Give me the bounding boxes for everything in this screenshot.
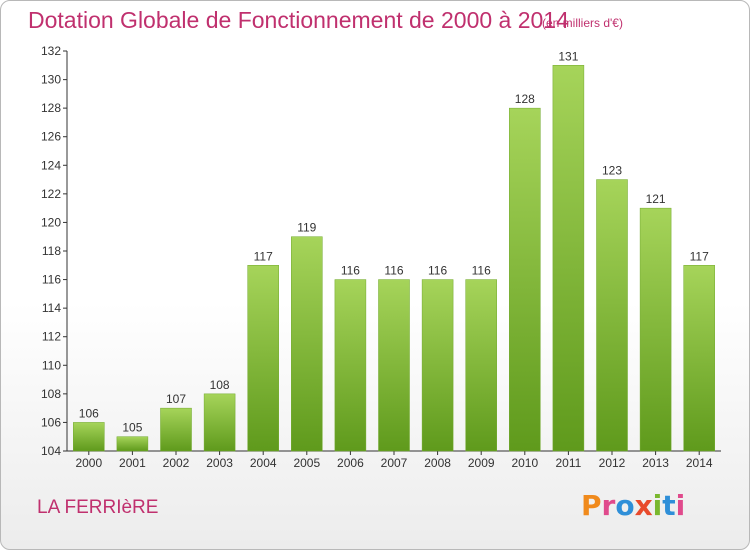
x-tick-label-2010: 2010 (511, 456, 538, 470)
y-tick-label: 118 (42, 244, 61, 258)
data-label-2001: 105 (122, 421, 142, 435)
bar-2014 (683, 265, 715, 452)
chart-axes: 1041061081101121141161181201221241261281… (41, 44, 721, 470)
data-label-2013: 121 (646, 192, 666, 206)
x-tick-label-2011: 2011 (555, 456, 581, 470)
x-tick-label-2013: 2013 (642, 456, 669, 470)
bar-2001 (116, 436, 149, 452)
data-label-2007: 116 (384, 264, 403, 278)
logo-letter: x (634, 489, 653, 522)
data-label-2004: 117 (254, 249, 273, 263)
data-label-2008: 116 (428, 264, 447, 278)
y-tick-label: 114 (42, 301, 61, 315)
x-tick-label-2002: 2002 (163, 456, 190, 470)
place-name: LA FERRIèRE (37, 497, 159, 518)
y-tick-label: 110 (42, 358, 61, 372)
y-tick-label: 106 (41, 415, 61, 429)
bar-2006 (334, 279, 367, 452)
data-label-2009: 116 (472, 264, 491, 278)
data-label-2014: 117 (690, 249, 709, 263)
bar-2013 (639, 207, 672, 452)
x-tick-label-2009: 2009 (468, 456, 495, 470)
bar-2004 (247, 265, 279, 452)
bar-series: 106 105 107 108 117 119 116 116 116 116 128 131 123 1… (73, 49, 715, 452)
x-tick-label-2012: 2012 (599, 456, 626, 470)
data-label-2003: 108 (210, 378, 230, 392)
proxiti-logo: Proxiti (581, 489, 685, 522)
y-tick-label: 122 (41, 187, 61, 201)
data-label-2006: 116 (341, 264, 360, 278)
y-tick-label: 130 (41, 73, 61, 87)
data-label-2012: 123 (602, 164, 622, 178)
x-tick-label-2003: 2003 (206, 456, 233, 470)
x-tick-label-2004: 2004 (250, 456, 277, 470)
x-tick-label-2007: 2007 (381, 456, 408, 470)
bar-2003 (203, 393, 236, 452)
bar-2009 (465, 279, 497, 452)
logo-letter: t (662, 489, 676, 522)
data-label-2002: 107 (166, 392, 186, 406)
data-label-2011: 131 (558, 49, 578, 63)
bar-2007 (378, 279, 410, 452)
bar-2012 (596, 179, 628, 452)
y-tick-label: 120 (41, 215, 61, 229)
bar-2010 (509, 107, 541, 452)
logo-letter: i (675, 489, 686, 522)
x-tick-label-2014: 2014 (686, 456, 713, 470)
bar-2011 (552, 65, 585, 452)
y-tick-label: 128 (41, 101, 61, 115)
x-tick-label-2001: 2001 (119, 456, 146, 470)
logo-letter: i (652, 489, 663, 522)
y-tick-label: 124 (41, 158, 61, 172)
logo-letter: o (615, 489, 635, 522)
x-tick-label-2005: 2005 (293, 456, 320, 470)
chart-title: Dotation Globale de Fonctionnement de 20… (28, 7, 569, 33)
y-tick-label: 112 (42, 330, 61, 344)
logo-letter: r (601, 489, 616, 522)
bar-2005 (291, 236, 323, 452)
bar-2000 (73, 422, 105, 452)
y-tick-label: 126 (41, 130, 61, 144)
x-tick-label-2006: 2006 (337, 456, 364, 470)
data-label-2005: 119 (297, 221, 316, 235)
bar-2002 (160, 407, 192, 452)
x-tick-label-2000: 2000 (75, 456, 102, 470)
data-label-2010: 128 (515, 92, 535, 106)
chart-subtitle: (en milliers d'€) (542, 16, 623, 30)
y-tick-label: 108 (41, 387, 61, 401)
data-label-2000: 106 (79, 406, 99, 420)
y-tick-label: 104 (41, 444, 61, 458)
y-tick-label: 132 (41, 44, 61, 58)
y-tick-label: 116 (42, 273, 61, 287)
bar-2008 (421, 279, 454, 452)
x-tick-label-2008: 2008 (424, 456, 451, 470)
logo-letter: P (581, 489, 602, 522)
